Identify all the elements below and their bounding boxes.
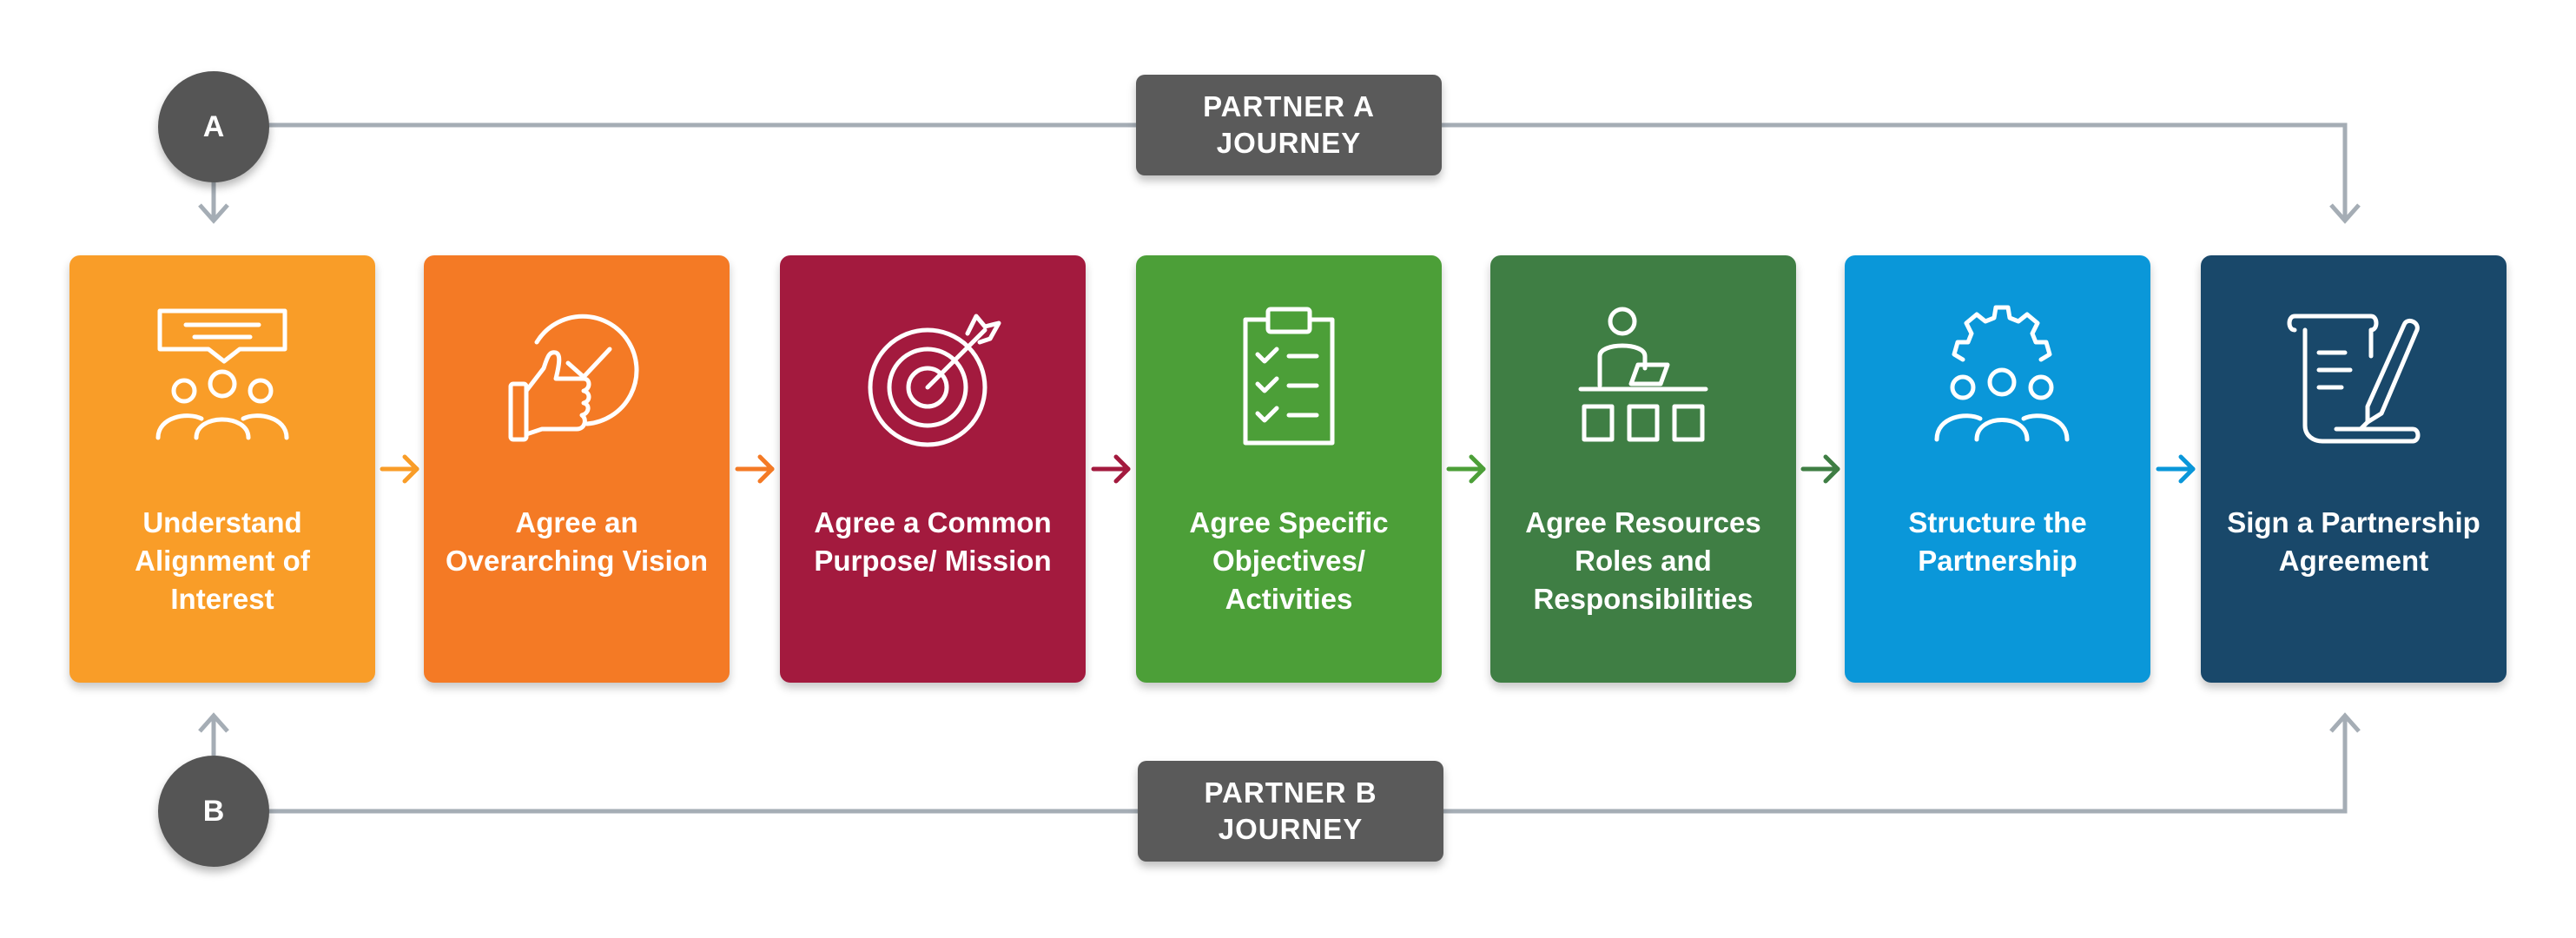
partner-a-end-arrowhead [2329,203,2361,224]
partner-a-badge-letter: A [202,109,225,143]
step-arrow [1446,454,1486,484]
partner-b-badge-letter: B [202,794,225,828]
step-box-common-purpose: Agree a Common Purpose/ Mission [780,255,1086,683]
target-arrow-icon [868,314,1001,447]
meeting-group-icon [155,308,289,440]
step-arrow [1091,454,1131,484]
partner-b-up-arrowhead [198,712,229,733]
step-label: Agree a Common Purpose/ Mission [814,506,1052,577]
partner-a-journey-label: PARTNER A JOURNEY [1136,75,1442,175]
partner-b-journey-text: PARTNER B JOURNEY [1204,776,1377,845]
gear-team-icon [1934,305,2070,442]
step-arrow [2156,454,2196,484]
partner-a-path [254,122,2348,219]
step-label: Agree Specific Objectives/ Activities [1189,506,1389,615]
step-box-structure-partnership: Structure the Partnership [1845,255,2150,683]
thumbs-up-check-icon [508,314,639,442]
clipboard-checklist-icon [1243,307,1335,446]
step-arrow [1800,454,1840,484]
step-box-overarching-vision: Agree an Overarching Vision [424,255,730,683]
partner-a-down-arrowhead [198,203,229,224]
step-box-resources-roles: Agree Resources Roles and Responsibiliti… [1490,255,1796,683]
step-label: Understand Alignment of Interest [135,506,310,615]
step-box-understand-alignment: Understand Alignment of Interest [69,255,375,683]
partner-a-journey-text: PARTNER A JOURNEY [1203,90,1375,159]
step-label: Agree Resources Roles and Responsibiliti… [1525,506,1761,615]
step-box-specific-objectives: Agree Specific Objectives/ Activities [1136,255,1442,683]
step-label: Sign a Partnership Agreement [2227,506,2480,577]
scroll-pen-icon [2287,314,2421,444]
step-arrow [735,454,775,484]
partner-b-badge: B [158,756,269,867]
step-label: Agree an Overarching Vision [446,506,708,577]
step-label: Structure the Partnership [1908,506,2087,577]
partner-b-path [254,717,2348,814]
partner-a-badge: A [158,71,269,182]
step-box-sign-agreement: Sign a Partnership Agreement [2201,255,2507,683]
partner-b-journey-label: PARTNER B JOURNEY [1138,761,1443,862]
step-arrow [380,454,419,484]
partner-b-end-arrowhead [2329,712,2361,733]
person-desk-resources-icon [1578,307,1708,442]
